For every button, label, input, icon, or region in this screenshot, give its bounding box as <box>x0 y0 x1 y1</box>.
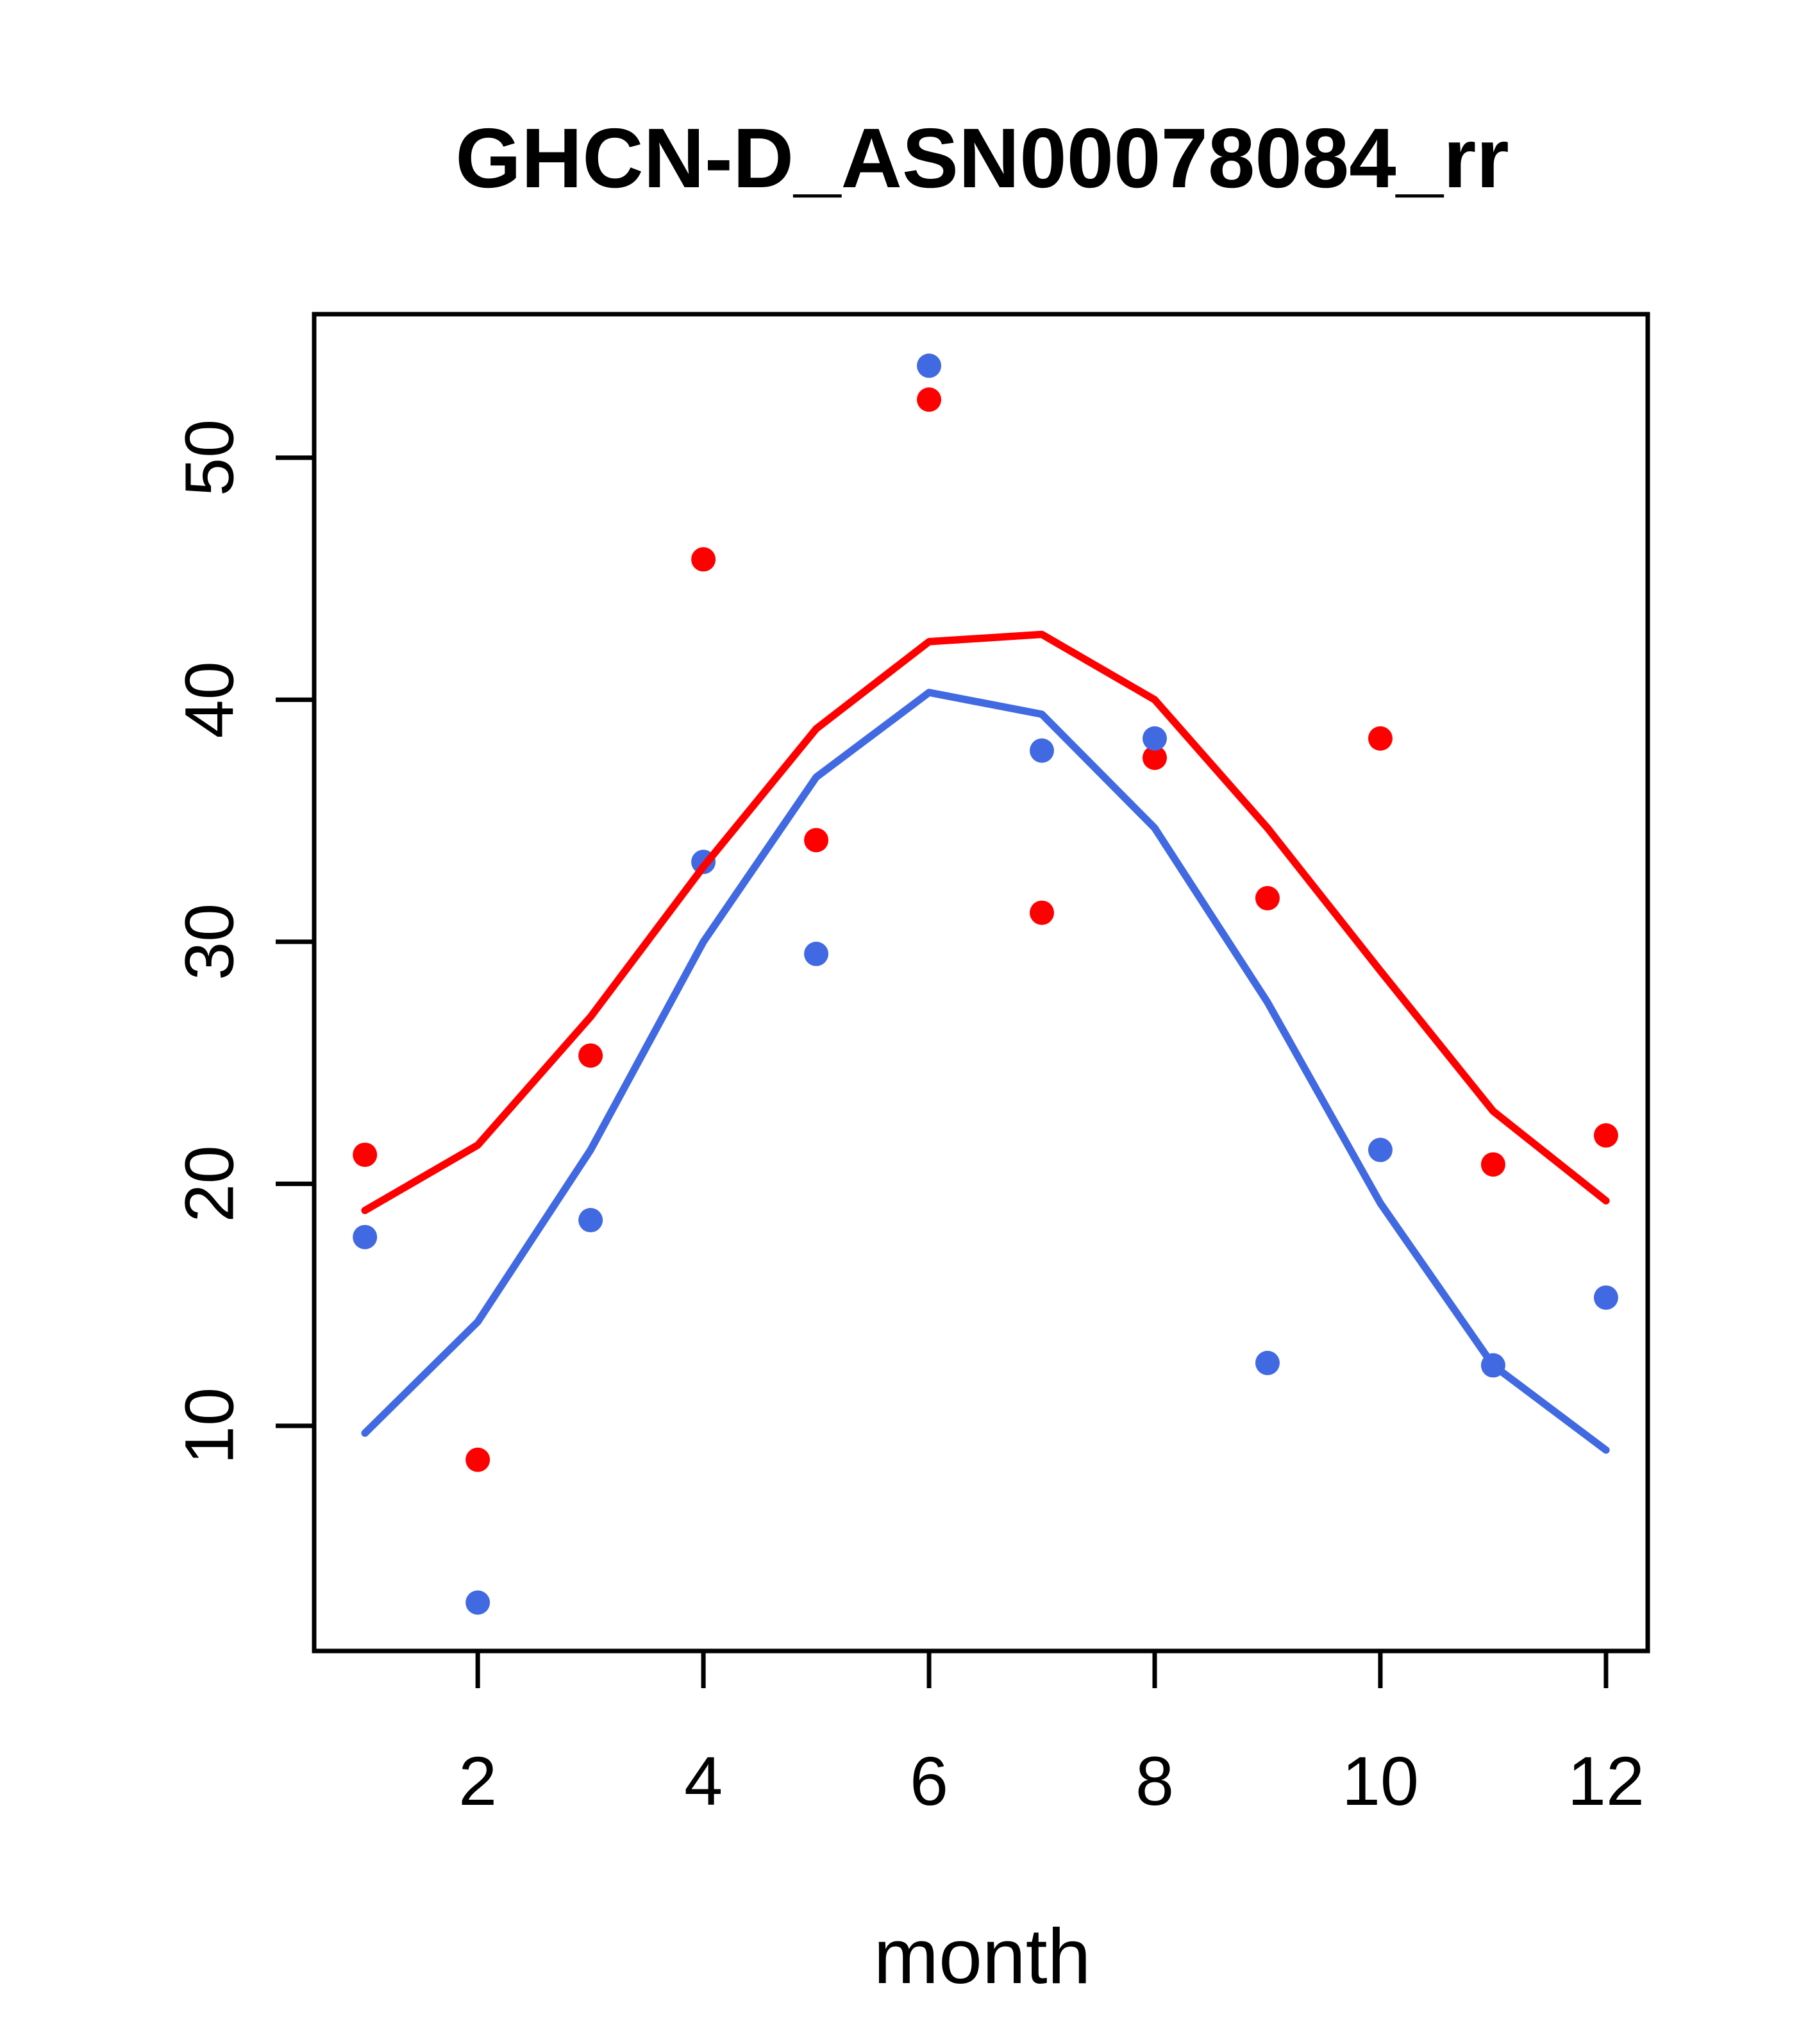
red-point <box>1368 726 1393 751</box>
y-axis: 10 20 30 40 50 <box>171 419 314 1464</box>
x-tick-label: 8 <box>1135 1742 1174 1820</box>
y-tick-label: 20 <box>171 1145 248 1222</box>
red-point <box>691 547 716 572</box>
red-point <box>1593 1123 1618 1148</box>
y-tick-label: 30 <box>171 903 248 980</box>
x-tick-label: 10 <box>1342 1742 1419 1820</box>
plot-border <box>312 312 1650 1654</box>
x-tick-label: 4 <box>684 1742 723 1820</box>
x-axis: 2 4 6 8 10 12 <box>458 1651 1645 1820</box>
red-point <box>1142 745 1167 770</box>
blue-point <box>1030 738 1055 763</box>
blue-point <box>465 1590 490 1615</box>
blue-point <box>1368 1137 1393 1162</box>
blue-point <box>1142 726 1167 751</box>
red-line <box>361 630 1610 1214</box>
blue-line <box>361 689 1610 1454</box>
red-point <box>1030 900 1055 925</box>
red-point <box>804 828 829 853</box>
red-point <box>1255 885 1280 910</box>
x-tick-label: 6 <box>910 1742 948 1820</box>
blue-point <box>353 1225 378 1250</box>
blue-point <box>804 941 829 966</box>
x-axis-label: month <box>873 1913 1091 2000</box>
blue-point <box>1255 1350 1280 1375</box>
red-point <box>578 1043 603 1068</box>
red-point <box>917 387 942 412</box>
red-point <box>1480 1152 1505 1177</box>
blue-point <box>578 1208 603 1233</box>
y-tick-label: 50 <box>171 419 248 496</box>
x-tick-label: 2 <box>458 1742 497 1820</box>
blue-point <box>917 353 942 378</box>
red-point <box>465 1447 490 1472</box>
chart-title: GHCN-D_ASN00078084_rr <box>455 111 1509 205</box>
y-tick-label: 10 <box>171 1387 248 1464</box>
series-layer <box>353 353 1618 1615</box>
red-point <box>353 1143 378 1168</box>
blue-point <box>1593 1285 1618 1310</box>
x-tick-label: 12 <box>1568 1742 1645 1820</box>
y-tick-label: 40 <box>171 661 248 738</box>
